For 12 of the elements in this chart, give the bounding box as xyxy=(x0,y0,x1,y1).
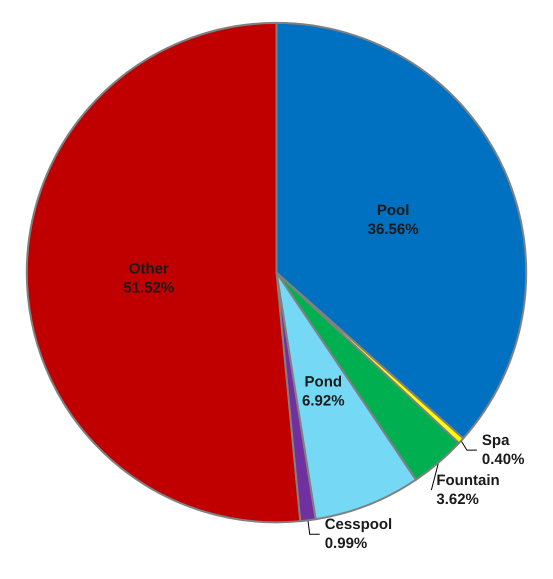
data-label: 0.40% xyxy=(482,451,524,468)
data-label: 3.62% xyxy=(436,491,479,508)
slice-label: Cesspool xyxy=(324,516,392,534)
data-label: 0.99% xyxy=(324,535,368,552)
data-label: 36.56% xyxy=(368,221,419,238)
slice-label: Fountain xyxy=(436,472,500,490)
slice-label: Other xyxy=(128,260,169,278)
slice-label: Pool xyxy=(376,202,410,220)
slice-label: Pond xyxy=(304,374,342,391)
data-label: 6.92% xyxy=(302,392,345,410)
slice-label: Spa xyxy=(482,432,510,450)
data-label: 51.52% xyxy=(123,280,174,297)
